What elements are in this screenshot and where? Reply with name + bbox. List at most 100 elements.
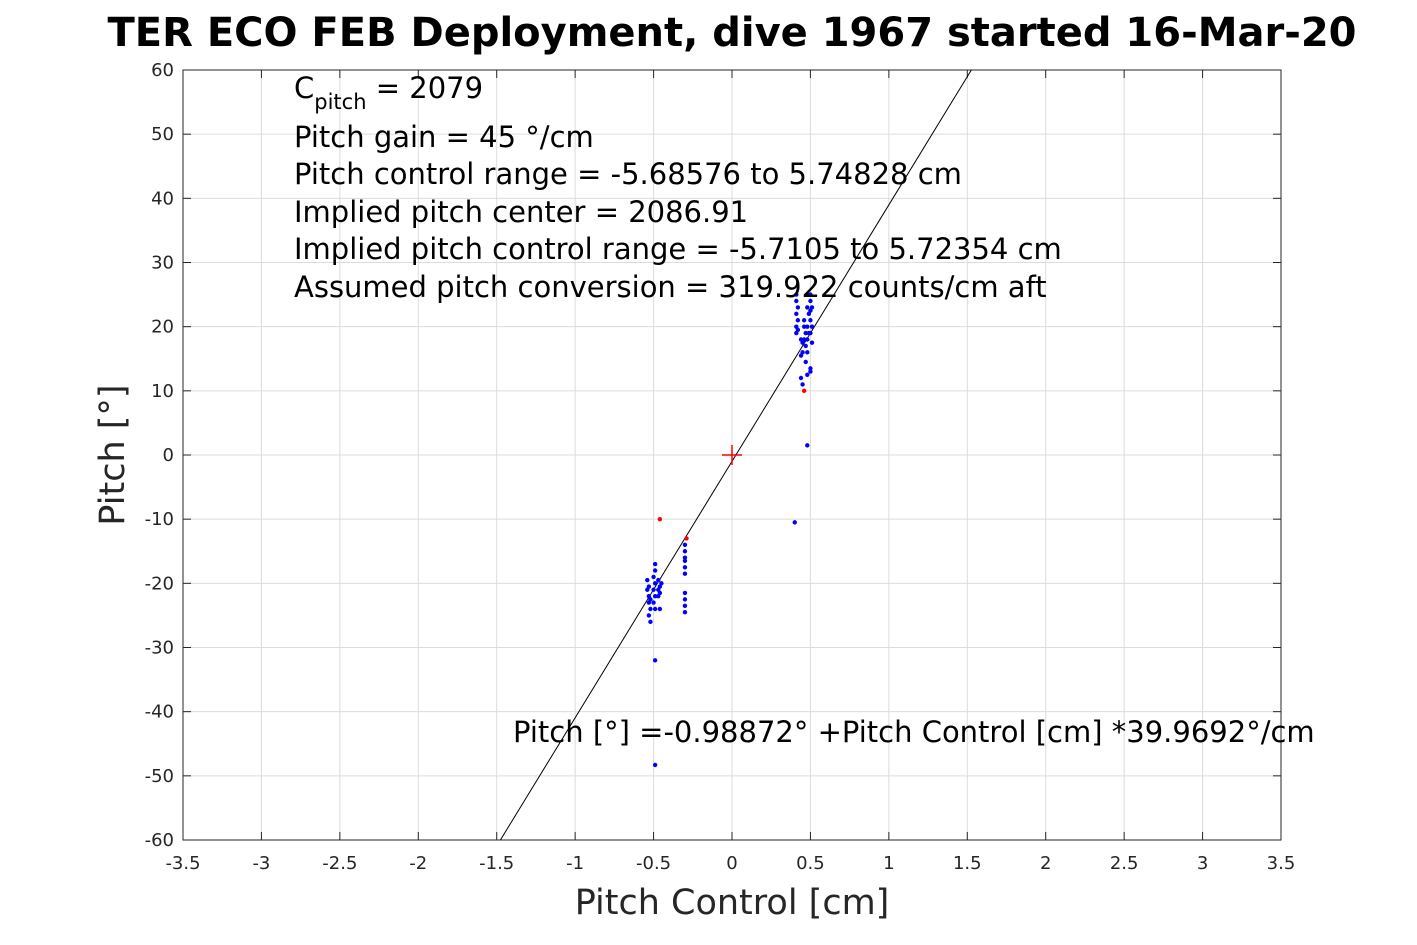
data-point — [651, 574, 656, 580]
data-point — [682, 558, 688, 564]
y-tick-label: 50 — [151, 124, 174, 145]
data-point — [794, 298, 799, 304]
y-tick-label: 60 — [151, 60, 174, 81]
x-tick-label: -3.5 — [165, 853, 200, 874]
data-point — [809, 340, 815, 345]
data-point — [794, 292, 799, 297]
data-point — [798, 375, 804, 381]
y-tick-label: -30 — [145, 638, 174, 659]
data-point — [651, 600, 656, 605]
data-point — [682, 542, 688, 548]
implied-pitch-center-annotation: Implied pitch center = 2086.91 — [294, 195, 748, 229]
data-point — [798, 353, 804, 358]
data-point — [805, 350, 810, 355]
y-tick-label: -60 — [145, 830, 174, 851]
data-point — [656, 593, 661, 599]
data-point — [646, 613, 652, 618]
data-point — [801, 324, 807, 329]
data-point — [659, 581, 664, 586]
x-tick-label: -1.5 — [479, 853, 514, 874]
data-point — [795, 318, 801, 323]
data-point — [803, 359, 808, 365]
pitch-control-range-annotation: Pitch control range = -5.68576 to 5.7482… — [294, 157, 962, 191]
data-point — [803, 330, 808, 336]
data-point — [805, 337, 810, 342]
data-point — [657, 516, 663, 522]
assumed-pitch-conversion-annotation: Assumed pitch conversion = 319.922 count… — [294, 270, 1047, 304]
data-point — [809, 324, 815, 329]
data-point — [794, 311, 799, 317]
data-point — [652, 581, 658, 586]
data-point — [801, 388, 807, 394]
y-tick-label: 40 — [151, 188, 174, 209]
data-point — [657, 606, 663, 612]
data-point — [803, 343, 808, 349]
pitch-gain-annotation: Pitch gain = 45 °/cm — [294, 120, 594, 154]
y-tick-label: 30 — [151, 253, 174, 274]
x-tick-labels: -3.5 -3 -2.5 -2 -1.5 -1 -0.5 0 0.5 1 1.5 2 2.5 3 3.5 — [165, 853, 1295, 874]
data-point — [805, 305, 810, 310]
x-tick-label: 1 — [883, 853, 894, 874]
x-tick-label: 3 — [1197, 853, 1208, 874]
data-point — [682, 565, 688, 570]
c-pitch-annotation: Cpitch = 2079 — [294, 71, 483, 114]
data-point — [808, 292, 813, 297]
chart-title: TER ECO FEB Deployment, dive 1967 starte… — [107, 10, 1356, 56]
data-point — [792, 520, 797, 525]
x-tick-label: -2 — [409, 853, 427, 874]
x-tick-label: 2.5 — [1110, 853, 1139, 874]
tick-marks — [182, 69, 1282, 841]
data-point — [652, 762, 658, 768]
data-point — [648, 619, 653, 625]
data-point — [808, 308, 813, 313]
data-point — [682, 555, 688, 560]
data-point — [652, 606, 658, 612]
fit-equation-annotation: Pitch [°] =-0.98872° +Pitch Control [cm]… — [513, 715, 1315, 749]
data-point — [652, 593, 658, 599]
data-point — [656, 577, 661, 583]
y-tick-label: 0 — [163, 445, 174, 466]
data-point — [808, 369, 813, 374]
data-point — [808, 298, 813, 304]
data-point — [808, 330, 813, 336]
data-point — [800, 382, 805, 387]
data-point — [652, 561, 658, 567]
x-tick-label: 0.5 — [796, 853, 825, 874]
x-axis-label: Pitch Control [cm] — [575, 883, 890, 923]
center-marker-group — [722, 445, 742, 465]
y-tick-label: -50 — [145, 766, 174, 787]
data-point — [682, 590, 688, 596]
data-point — [645, 587, 650, 592]
data-point — [652, 658, 658, 663]
x-tick-label: -3 — [252, 853, 270, 874]
data-point — [645, 577, 650, 583]
data-point — [684, 536, 689, 541]
x-tick-label: -0.5 — [636, 853, 671, 874]
data-point — [794, 330, 799, 336]
data-point — [682, 571, 688, 576]
y-tick-label: -10 — [145, 509, 174, 530]
y-tick-label: -40 — [145, 702, 174, 723]
data-point — [682, 549, 688, 554]
x-tick-label: 3.5 — [1267, 853, 1296, 874]
x-tick-label: 0 — [726, 853, 737, 874]
y-tick-label: 20 — [151, 317, 174, 338]
y-tick-labels: 60 50 40 30 20 10 0 -10 -20 -30 -40 -50 -60 — [145, 60, 174, 851]
data-point — [646, 600, 652, 605]
data-point — [808, 318, 813, 323]
y-axis-label: Pitch [°] — [93, 384, 133, 525]
data-point — [682, 603, 688, 608]
x-tick-label: -1 — [566, 853, 584, 874]
data-point — [652, 568, 658, 573]
data-point — [795, 305, 801, 310]
x-tick-label: -2.5 — [322, 853, 357, 874]
data-point — [805, 292, 810, 297]
data-point — [805, 324, 810, 329]
data-point — [648, 606, 653, 612]
data-point — [801, 318, 807, 323]
data-point — [801, 337, 807, 342]
y-tick-label: 10 — [151, 381, 174, 402]
y-tick-label: -20 — [145, 573, 174, 594]
data-points — [645, 292, 815, 768]
